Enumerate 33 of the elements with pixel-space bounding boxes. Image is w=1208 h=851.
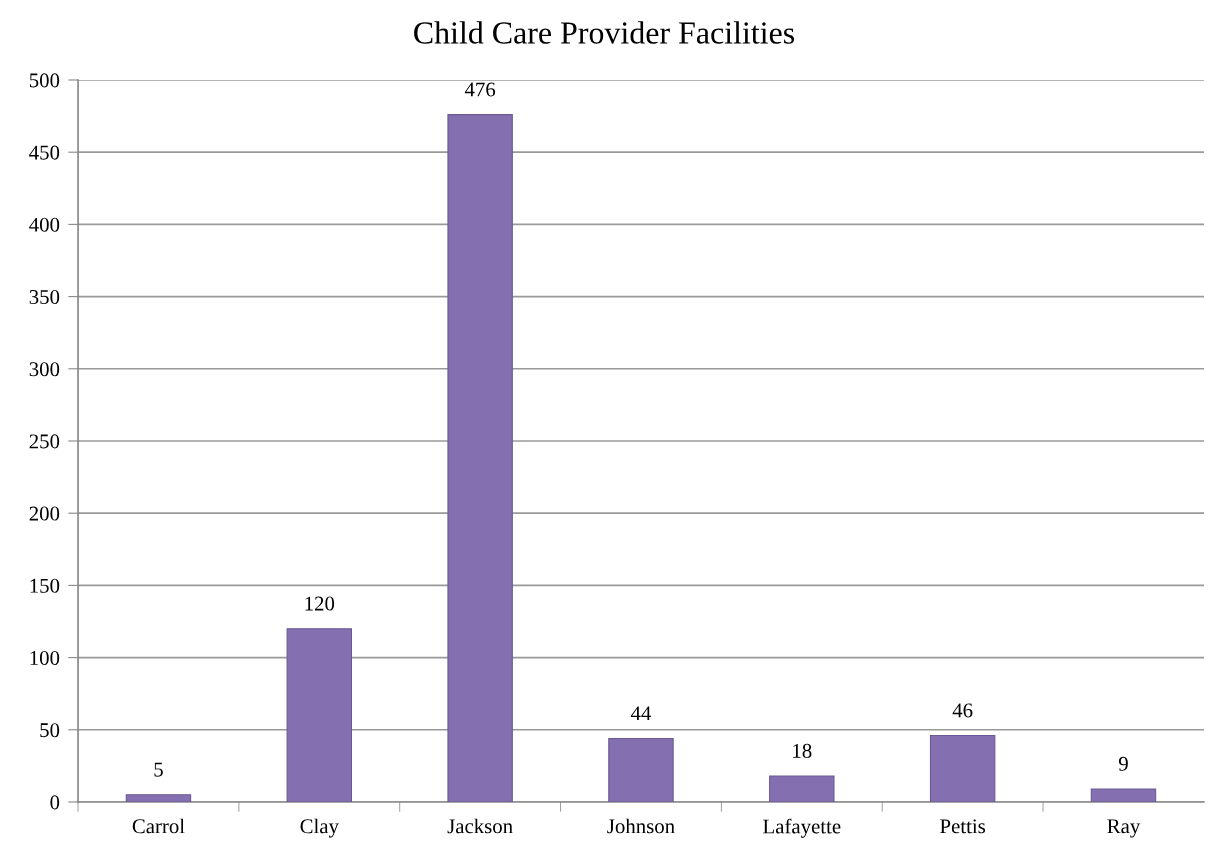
chart-title: Child Care Provider Facilities [414, 21, 795, 44]
x-tick-label: Clay [300, 818, 339, 838]
bar [125, 794, 192, 802]
bar [286, 628, 353, 802]
y-tick-label: 0 [50, 795, 60, 810]
bar [929, 735, 996, 802]
data-label: 46 [952, 703, 973, 718]
data-label: 5 [154, 762, 163, 777]
bar [769, 775, 835, 802]
data-label: 44 [630, 706, 652, 721]
bar [447, 114, 513, 802]
y-tick-label: 100 [30, 650, 60, 666]
y-tick-label: 250 [29, 434, 60, 449]
x-tick-label: Ray [1107, 819, 1141, 838]
bar [1090, 788, 1157, 802]
x-tick-label: Jackson [447, 818, 513, 834]
data-label: 120 [305, 596, 335, 611]
y-tick-label: 500 [29, 73, 60, 88]
data-label: 9 [1118, 756, 1128, 771]
bar [608, 737, 674, 802]
y-tick-label: 450 [29, 145, 60, 160]
x-tick-label: Lafayette [763, 818, 841, 838]
x-tick-label: Pettis [940, 819, 986, 834]
y-tick-label: 400 [29, 217, 60, 232]
data-label: 476 [464, 82, 496, 97]
y-tick-label: 200 [29, 506, 60, 521]
y-tick-label: 150 [30, 578, 60, 593]
x-tick-label: Johnson [607, 818, 675, 834]
y-tick-label: 300 [29, 362, 60, 377]
y-tick-label: 350 [29, 289, 60, 305]
y-tick-label: 50 [40, 723, 60, 738]
x-tick-label: Carrol [132, 818, 185, 834]
data-label: 18 [793, 743, 812, 758]
